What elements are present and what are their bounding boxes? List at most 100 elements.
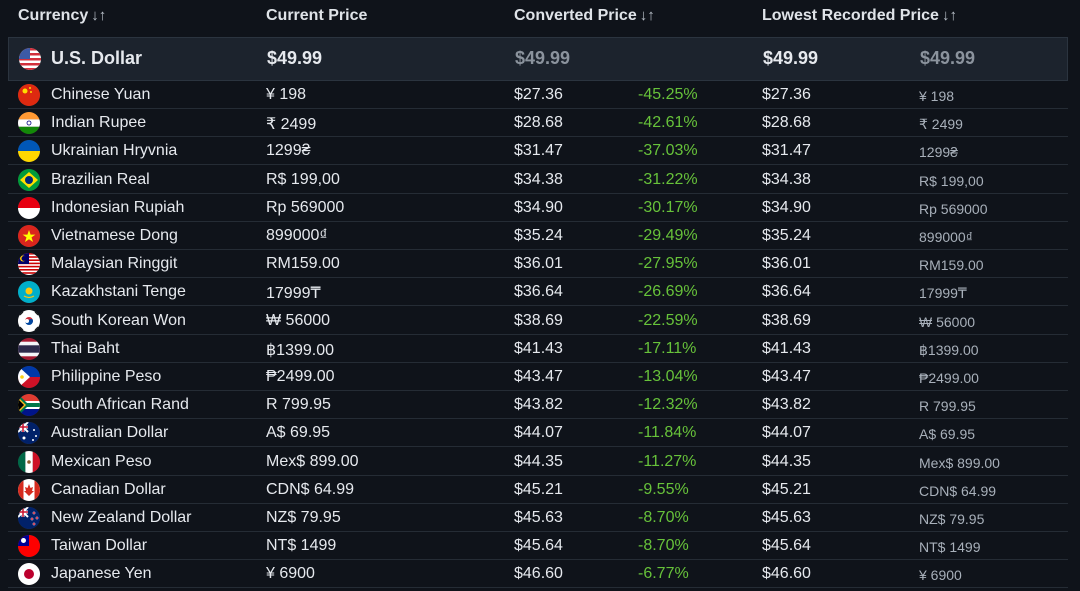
china-flag-icon — [18, 84, 40, 106]
converted-price: $45.64 — [514, 537, 563, 555]
current-price: 899000₫ — [266, 227, 328, 244]
lowest-price-local: 899000₫ — [919, 229, 973, 245]
converted-price: $43.82 — [514, 396, 563, 414]
currency-name: Australian Dollar — [51, 424, 169, 442]
price-difference-percent: -45.25% — [638, 86, 698, 103]
india-flag-icon — [18, 112, 40, 135]
currency-name: Kazakhstani Tenge — [51, 283, 186, 301]
current-price: ₹ 2499 — [266, 116, 317, 134]
canada-flag-icon — [18, 478, 40, 501]
table-row: Thai Baht ฿1399.00 $41.43 -17.11% $41.43 ฿139… — [8, 335, 1068, 363]
price-difference-percent: -17.11% — [638, 339, 697, 357]
new-zealand-flag-icon — [18, 507, 40, 529]
lowest-price: $34.90 — [762, 198, 811, 216]
lowest-price: $43.82 — [762, 396, 811, 414]
table-row: Malaysian Ringgit RM159.00 $36.01 -27.95% $3… — [8, 250, 1068, 279]
lowest-price: $43.47 — [762, 368, 811, 385]
current-price: ¥ 6900 — [266, 565, 315, 583]
lowest-price: $28.68 — [762, 114, 811, 132]
lowest-price: $44.35 — [762, 452, 811, 470]
currency-name: Brazilian Real — [51, 170, 150, 188]
lowest-price-local: ฿1399.00 — [919, 341, 979, 358]
south-korea-flag-icon — [18, 309, 40, 332]
converted-price: $49.99 — [515, 48, 571, 68]
australia-flag-icon — [18, 422, 40, 445]
sort-icon[interactable]: ↓↑ — [91, 7, 107, 24]
japan-flag-icon — [18, 563, 40, 586]
lowest-price: $27.36 — [762, 86, 811, 103]
lowest-price-local: 17999₸ — [919, 285, 967, 302]
currency-name: Canadian Dollar — [51, 480, 166, 498]
table-row: Chinese Yuan ¥ 198 $27.36 -45.25% $27.36 ¥ 19… — [8, 81, 1068, 109]
table-row: Brazilian Real R$ 199,00 $34.38 -31.22% $34.… — [8, 166, 1068, 194]
lowest-price-local: ¥ 6900 — [919, 567, 962, 584]
currency-name: New Zealand Dollar — [51, 509, 192, 526]
sort-icon[interactable]: ↓↑ — [639, 7, 655, 24]
malaysia-flag-icon — [18, 253, 40, 276]
current-price: CDN$ 64.99 — [266, 480, 355, 498]
lowest-price: $36.01 — [762, 255, 811, 273]
price-difference-percent: -6.77% — [638, 565, 689, 583]
table-row: South Korean Won ₩ 56000 $38.69 -22.59% $38.… — [8, 307, 1068, 335]
price-difference-percent: -27.95% — [638, 255, 698, 273]
currency-name: Philippine Peso — [51, 368, 162, 385]
converted-price: $43.47 — [514, 368, 563, 385]
lowest-price: $49.99 — [763, 48, 819, 68]
lowest-price-column-header[interactable]: Lowest Recorded Price ↓↑ — [762, 7, 957, 24]
current-price: 1299₴ — [266, 142, 311, 160]
currency-name: Chinese Yuan — [51, 86, 151, 103]
price-difference-percent: -8.70% — [638, 537, 689, 555]
currency-name: South Korean Won — [51, 311, 186, 329]
currency-name: Indonesian Rupiah — [51, 198, 185, 216]
mexico-flag-icon — [18, 450, 40, 473]
price-difference-percent: -12.32% — [638, 396, 698, 414]
indonesia-flag-icon — [18, 196, 40, 219]
lowest-price-local: 1299₴ — [919, 144, 958, 161]
ukraine-flag-icon — [18, 140, 40, 163]
lowest-price-local: $49.99 — [920, 48, 976, 68]
current-price: $49.99 — [267, 48, 323, 68]
currency-name: Taiwan Dollar — [51, 537, 148, 555]
price-difference-percent: -30.17% — [638, 198, 698, 216]
currency-name: Thai Baht — [51, 339, 120, 357]
thailand-flag-icon — [18, 337, 40, 360]
table-row: Philippine Peso ₱2499.00 $43.47 -13.04% $43.… — [8, 363, 1068, 391]
lowest-price: $45.21 — [762, 480, 811, 498]
lowest-price: $46.60 — [762, 565, 811, 583]
currency-name: U.S. Dollar — [51, 48, 143, 68]
currency-name: Japanese Yen — [51, 565, 152, 583]
lowest-price: $41.43 — [762, 339, 811, 357]
price-difference-percent: -13.04% — [638, 368, 698, 385]
price-difference-percent: -8.70% — [638, 509, 689, 526]
table-row: Canadian Dollar CDN$ 64.99 $45.21 -9.55% $45… — [8, 476, 1068, 504]
current-price: ¥ 198 — [266, 86, 307, 103]
currency-name: Ukrainian Hryvnia — [51, 142, 178, 160]
price-difference-percent: -37.03% — [638, 142, 698, 160]
south-africa-flag-icon — [18, 394, 40, 417]
lowest-price-local: Rp 569000 — [919, 200, 988, 217]
table-row: South African Rand R 799.95 $43.82 -12.32% $… — [8, 391, 1068, 420]
table-row: Taiwan Dollar NT$ 1499 $45.64 -8.70% $45.64 N… — [8, 532, 1068, 561]
kazakhstan-flag-icon — [18, 281, 40, 304]
price-difference-percent: -11.27% — [638, 452, 697, 470]
converted-price: $35.24 — [514, 227, 563, 244]
sort-icon[interactable]: ↓↑ — [941, 7, 957, 24]
table-header: Currency ↓↑ Current Price Converted Price… — [0, 0, 1080, 36]
current-price: NZ$ 79.95 — [266, 509, 341, 526]
converted-price: $36.64 — [514, 283, 563, 301]
table-row: Japanese Yen ¥ 6900 $46.60 -6.77% $46.60 ¥ 69… — [8, 560, 1068, 589]
table-row: Ukrainian Hryvnia 1299₴ $31.47 -37.03% $31.4… — [8, 137, 1068, 166]
current-price: R 799.95 — [266, 396, 331, 414]
currency-name: Mexican Peso — [51, 452, 152, 470]
converted-price: $34.38 — [514, 170, 563, 188]
converted-price: $46.60 — [514, 565, 563, 583]
taiwan-flag-icon — [18, 535, 40, 558]
lowest-price: $36.64 — [762, 283, 811, 301]
price-difference-percent: -22.59% — [638, 311, 698, 329]
lowest-price: $31.47 — [762, 142, 811, 160]
lowest-price-local: ₩ 56000 — [919, 313, 976, 330]
lowest-price: $38.69 — [762, 311, 811, 329]
converted-price-column-header[interactable]: Converted Price ↓↑ — [514, 7, 655, 24]
current-price: RM159.00 — [266, 255, 340, 273]
currency-column-header[interactable]: Currency ↓↑ — [18, 7, 107, 24]
